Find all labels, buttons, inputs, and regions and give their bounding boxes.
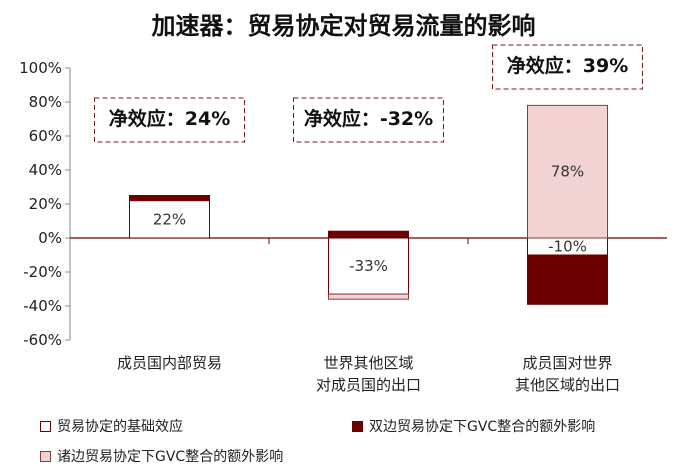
bar-bilateral-2 xyxy=(328,230,409,239)
legend-label-base: 贸易协定的基础效应 xyxy=(57,419,183,435)
category-label: 世界其他区域 xyxy=(323,354,413,372)
bar-plurilateral-2 xyxy=(328,293,409,300)
bar-plurilateral-3 xyxy=(527,104,608,239)
bar-value-label: 22% xyxy=(153,210,186,228)
net-effect-label-3: 净效应：39% xyxy=(507,54,628,77)
net-effect-box-2 xyxy=(293,97,444,143)
legend-label-bilateral: 双边贸易协定下GVC整合的额外影响 xyxy=(369,419,596,435)
bar-value-label: -10% xyxy=(548,238,587,256)
y-tick-label: 60% xyxy=(29,127,62,145)
net-effect-label-2: 净效应：-32% xyxy=(304,107,433,130)
bar-bilateral-3 xyxy=(527,254,608,305)
legend-swatch-bilateral xyxy=(352,420,363,432)
category-label: 对成员国的出口 xyxy=(316,376,421,394)
y-tick-label: -20% xyxy=(23,263,62,281)
category-label: 成员国内部贸易 xyxy=(117,354,222,372)
bar-base-1 xyxy=(129,200,210,239)
net-effect-label-1: 净效应：24% xyxy=(109,107,230,130)
legend-label-plurilateral: 诸边贸易协定下GVC整合的额外影响 xyxy=(57,449,284,465)
legend-item-plurilateral: 诸边贸易协定下GVC整合的额外影响 xyxy=(40,446,283,466)
legend-swatch-plurilateral xyxy=(40,450,51,462)
y-tick-label: -40% xyxy=(23,297,62,315)
chart-title: 加速器：贸易协定对贸易流量的影响 xyxy=(151,12,536,40)
y-tick-label: 0% xyxy=(38,229,62,247)
y-tick-label: -60% xyxy=(23,331,62,349)
category-label: 其他区域的出口 xyxy=(515,376,620,394)
legend-item-bilateral: 双边贸易协定下GVC整合的额外影响 xyxy=(352,416,595,436)
y-tick-label: 100% xyxy=(19,59,62,77)
bar-value-label: -33% xyxy=(349,257,388,275)
y-tick-label: 40% xyxy=(29,161,62,179)
bar-bilateral-1 xyxy=(129,195,210,202)
bar-value-label: 78% xyxy=(551,163,584,181)
net-effect-box-3 xyxy=(492,44,643,90)
y-tick-label: 20% xyxy=(29,195,62,213)
category-label: 成员国对世界 xyxy=(522,354,612,372)
bar-base-2 xyxy=(328,237,409,295)
net-effect-box-1 xyxy=(94,97,245,143)
legend-swatch-base xyxy=(40,420,51,432)
legend-item-base: 贸易协定的基础效应 xyxy=(40,416,183,436)
y-tick-label: 80% xyxy=(29,93,62,111)
